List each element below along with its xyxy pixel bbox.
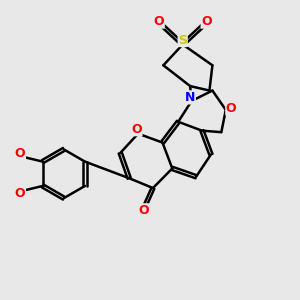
Text: O: O bbox=[201, 15, 212, 28]
Text: O: O bbox=[15, 188, 26, 200]
Text: O: O bbox=[154, 15, 164, 28]
Text: O: O bbox=[226, 102, 236, 115]
Text: S: S bbox=[178, 34, 187, 46]
Text: O: O bbox=[139, 204, 149, 217]
Text: N: N bbox=[185, 91, 195, 104]
Text: O: O bbox=[131, 123, 142, 136]
Text: O: O bbox=[15, 147, 26, 160]
